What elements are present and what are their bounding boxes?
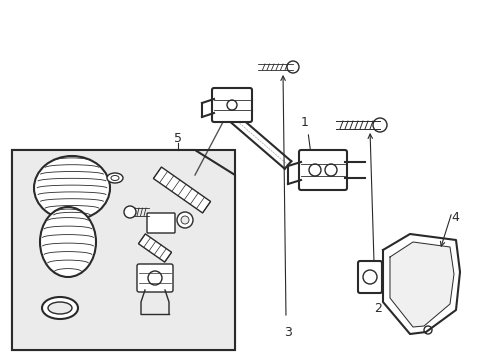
Circle shape (181, 216, 189, 224)
Polygon shape (153, 167, 211, 213)
Text: 2: 2 (374, 302, 382, 315)
Ellipse shape (107, 173, 123, 183)
Text: 3: 3 (284, 325, 292, 338)
Polygon shape (12, 150, 235, 350)
Polygon shape (383, 234, 460, 334)
Text: 1: 1 (301, 116, 309, 129)
FancyBboxPatch shape (299, 150, 347, 190)
Polygon shape (139, 234, 172, 262)
Ellipse shape (42, 297, 78, 319)
Polygon shape (390, 242, 454, 327)
Circle shape (373, 118, 387, 132)
FancyBboxPatch shape (137, 264, 173, 292)
Ellipse shape (48, 302, 72, 314)
FancyBboxPatch shape (147, 213, 175, 233)
Circle shape (124, 206, 136, 218)
Text: 4: 4 (451, 211, 459, 224)
Ellipse shape (34, 156, 110, 220)
Text: 5: 5 (174, 131, 182, 144)
FancyBboxPatch shape (358, 261, 382, 293)
Circle shape (287, 61, 299, 73)
Circle shape (177, 212, 193, 228)
Ellipse shape (40, 207, 96, 277)
Ellipse shape (111, 176, 119, 180)
Bar (12, 150, 235, 350)
FancyBboxPatch shape (212, 88, 252, 122)
